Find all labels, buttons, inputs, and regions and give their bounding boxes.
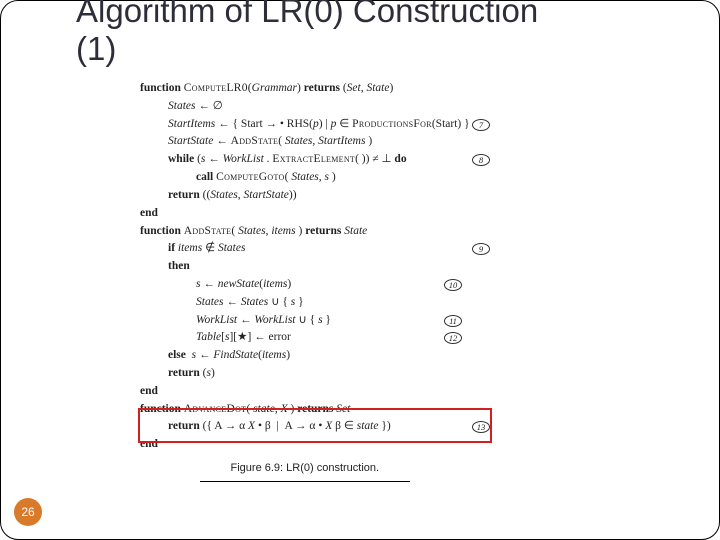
code-line: while (s ← WorkList . ExtractElement( ))…	[140, 151, 470, 169]
code-line: then	[140, 258, 470, 276]
code-line: StartState ← AddState( States, StartItem…	[140, 133, 470, 151]
title-line-1: Algorithm of LR(0) Construction	[76, 0, 538, 29]
code-line: return (s)	[140, 365, 470, 383]
code-line: return ((States, StartState))	[140, 187, 470, 205]
line-number-badge: 12	[444, 332, 462, 344]
line-number-badge: 11	[444, 315, 462, 327]
code-line: end	[140, 383, 470, 401]
figure-caption: Figure 6.9: LR(0) construction.	[140, 460, 470, 477]
code-line: StartItems ← { Start → • RHS(p) | p ∈ Pr…	[140, 116, 470, 134]
code-line: function ComputeLR0(Grammar) returns (Se…	[140, 80, 470, 98]
code-line: WorkList ← WorkList ∪ { s }11	[140, 312, 470, 330]
title-line-2: (1)	[76, 30, 116, 67]
code-line: if items ∉ States9	[140, 240, 470, 258]
line-number-badge: 10	[444, 279, 462, 291]
code-line: States ← ∅	[140, 98, 470, 116]
slide-title: Algorithm of LR(0) Construction (1)	[76, 0, 538, 68]
code-line: s ← newState(items)10	[140, 276, 470, 294]
code-line: function AddState( States, items ) retur…	[140, 223, 470, 241]
page-number-badge: 26	[14, 498, 42, 526]
line-number-badge: 7	[472, 119, 490, 131]
code-line: end	[140, 205, 470, 223]
code-line: Table[s][★] ← error12	[140, 329, 470, 347]
horizontal-rule	[200, 481, 410, 482]
code-line: States ← States ∪ { s }	[140, 294, 470, 312]
code-line: call ComputeGoto( States, s )	[140, 169, 470, 187]
highlight-box	[138, 408, 492, 443]
code-line: else s ← FindState(items)	[140, 347, 470, 365]
